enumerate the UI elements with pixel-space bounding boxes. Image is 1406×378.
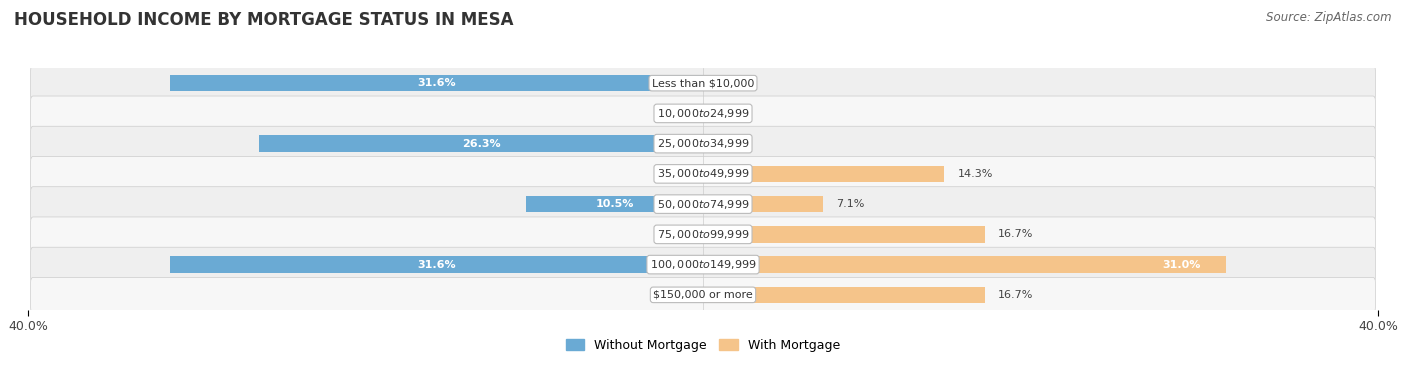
Text: $10,000 to $24,999: $10,000 to $24,999 bbox=[657, 107, 749, 120]
Text: 31.6%: 31.6% bbox=[418, 78, 456, 88]
Text: Less than $10,000: Less than $10,000 bbox=[652, 78, 754, 88]
Bar bbox=[170, 75, 703, 91]
Bar bbox=[259, 135, 703, 152]
Bar bbox=[170, 256, 703, 273]
Text: 31.6%: 31.6% bbox=[418, 260, 456, 270]
Bar bbox=[526, 196, 703, 212]
Text: $50,000 to $74,999: $50,000 to $74,999 bbox=[657, 198, 749, 211]
FancyBboxPatch shape bbox=[31, 156, 1375, 191]
FancyBboxPatch shape bbox=[31, 126, 1375, 161]
Text: 0.0%: 0.0% bbox=[720, 108, 748, 118]
Text: $75,000 to $99,999: $75,000 to $99,999 bbox=[657, 228, 749, 241]
FancyBboxPatch shape bbox=[31, 187, 1375, 222]
Text: 10.5%: 10.5% bbox=[595, 199, 634, 209]
Text: 16.7%: 16.7% bbox=[998, 290, 1033, 300]
FancyBboxPatch shape bbox=[31, 247, 1375, 282]
Bar bbox=[703, 256, 1226, 273]
FancyBboxPatch shape bbox=[31, 66, 1375, 101]
Bar bbox=[703, 166, 945, 182]
Text: 7.1%: 7.1% bbox=[837, 199, 865, 209]
Text: $150,000 or more: $150,000 or more bbox=[654, 290, 752, 300]
Text: 0.0%: 0.0% bbox=[720, 139, 748, 149]
Bar bbox=[703, 196, 823, 212]
Bar bbox=[703, 226, 984, 243]
Text: 14.3%: 14.3% bbox=[957, 169, 993, 179]
FancyBboxPatch shape bbox=[31, 217, 1375, 252]
Text: HOUSEHOLD INCOME BY MORTGAGE STATUS IN MESA: HOUSEHOLD INCOME BY MORTGAGE STATUS IN M… bbox=[14, 11, 513, 29]
FancyBboxPatch shape bbox=[31, 96, 1375, 131]
Text: $35,000 to $49,999: $35,000 to $49,999 bbox=[657, 167, 749, 180]
Text: 26.3%: 26.3% bbox=[461, 139, 501, 149]
Text: 16.7%: 16.7% bbox=[998, 229, 1033, 239]
Text: 0.0%: 0.0% bbox=[658, 108, 686, 118]
Text: 0.0%: 0.0% bbox=[658, 229, 686, 239]
Text: 0.0%: 0.0% bbox=[658, 290, 686, 300]
Text: Source: ZipAtlas.com: Source: ZipAtlas.com bbox=[1267, 11, 1392, 24]
Text: 31.0%: 31.0% bbox=[1163, 260, 1201, 270]
Text: 0.0%: 0.0% bbox=[658, 169, 686, 179]
FancyBboxPatch shape bbox=[31, 277, 1375, 312]
Text: 0.0%: 0.0% bbox=[720, 78, 748, 88]
Text: $25,000 to $34,999: $25,000 to $34,999 bbox=[657, 137, 749, 150]
Text: $100,000 to $149,999: $100,000 to $149,999 bbox=[650, 258, 756, 271]
Legend: Without Mortgage, With Mortgage: Without Mortgage, With Mortgage bbox=[561, 334, 845, 357]
Bar bbox=[703, 287, 984, 303]
